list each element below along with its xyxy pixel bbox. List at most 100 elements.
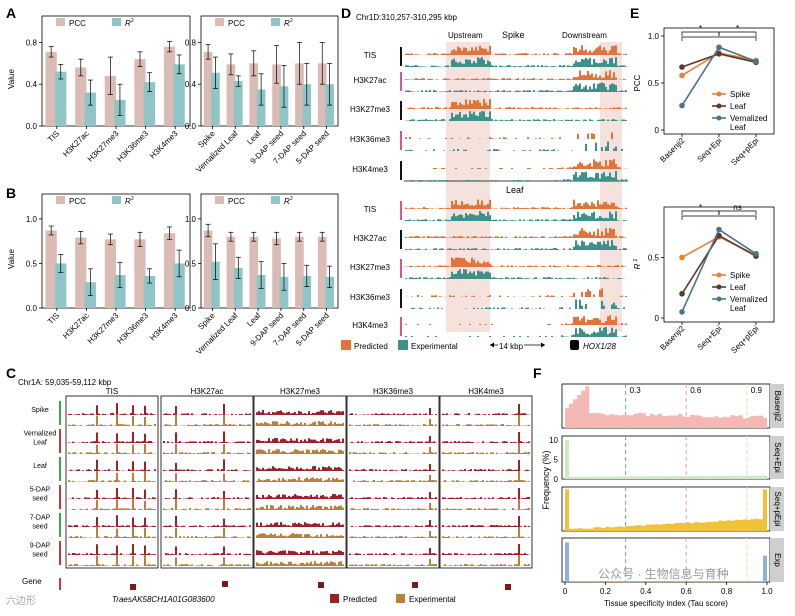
legend-swatch-pcc	[56, 196, 65, 204]
data-point	[679, 254, 685, 261]
bar-pcc	[163, 46, 176, 126]
predicted-signal	[68, 431, 156, 443]
sig-label: *	[736, 24, 739, 33]
bar-pcc	[272, 238, 281, 308]
panel-label-a: A	[6, 5, 16, 21]
predicted-signal	[349, 464, 437, 471]
plot-frame	[200, 15, 339, 127]
strip-bg	[770, 538, 784, 582]
legend-swatch-r2	[112, 196, 121, 204]
panel-d-coord: Chr1D:310,257-310,295 kbp	[356, 13, 458, 22]
legend-label: Leaf	[730, 123, 746, 132]
strip-label: Basenji2	[773, 391, 782, 422]
experimental-signal	[442, 499, 530, 510]
track-header: TIS	[106, 387, 118, 396]
x-tick-label: Vernalized Leaf	[194, 129, 240, 175]
sig-bracket	[718, 210, 757, 215]
gene-model	[412, 582, 418, 588]
x-tick-label: Seq+pEpi	[729, 324, 760, 355]
bar-pcc	[163, 233, 176, 308]
leaf-title: Leaf	[506, 185, 524, 195]
predicted-signal	[68, 403, 156, 415]
legend-label: Spike	[730, 271, 751, 280]
x-tick-label: Vernalized Leaf	[194, 311, 240, 357]
experimental-signal	[163, 443, 251, 454]
data-point	[679, 290, 685, 297]
threshold-label: 0.3	[630, 386, 642, 395]
bar-r2	[143, 275, 156, 308]
bar-r2	[211, 261, 220, 308]
track-frame	[65, 395, 159, 569]
y-axis-label: Value	[7, 69, 16, 89]
predicted-signal	[405, 45, 627, 55]
predicted-signal	[349, 436, 437, 443]
panel-d: Chr1D:310,257-310,295 kbp Upstream Spike…	[341, 13, 628, 353]
y-tick-label: 0.5	[648, 79, 660, 88]
histogram-bars	[565, 489, 767, 531]
y-tick-label: 5	[554, 456, 559, 465]
bar-r2	[114, 275, 126, 308]
legend-pcc: PCC	[69, 19, 86, 28]
track-header: H3K27ac	[191, 387, 224, 396]
data-point	[716, 226, 722, 233]
experimental-signal	[163, 527, 251, 538]
bar-pcc	[226, 236, 236, 308]
legend-swatch-pcc	[56, 18, 65, 26]
track-label: H3K4me3	[352, 321, 388, 330]
panel-label-b: B	[6, 185, 16, 201]
x-tick-label: Leaf	[245, 129, 263, 147]
threshold-label: 0.6	[690, 386, 702, 395]
legend-pcc: PCC	[228, 19, 245, 28]
x-tick-label: 0.4	[640, 587, 652, 596]
row-label: Leaf	[33, 463, 47, 470]
x-tick-label: 0.2	[600, 587, 612, 596]
y-tick-label: 0.0	[26, 122, 38, 131]
gene-model	[130, 584, 136, 590]
predicted-signal	[256, 522, 344, 527]
experimental-signal	[405, 240, 627, 250]
bar-r2	[143, 82, 156, 126]
row-label: 5-DAP	[30, 487, 51, 494]
bar-pcc	[295, 63, 304, 126]
line-chart-e-bottom: 0 0.5 R2 Basenji2 Seq+Epi Seq+pEpi * ns Spike Lea…	[633, 203, 775, 355]
experimental-signal	[256, 421, 344, 426]
experimental-signal	[256, 505, 344, 510]
legend-point	[716, 103, 722, 109]
legend-point	[716, 272, 722, 278]
x-tick-label: Spike	[196, 311, 217, 332]
x-tick-label: H3K4me3	[148, 129, 180, 161]
downstream-label: Downstream	[562, 31, 607, 40]
y-tick-label: 0.8	[26, 38, 38, 47]
experimental-signal	[68, 498, 156, 510]
bar-r2	[84, 92, 96, 126]
legend-swatch-r2	[112, 18, 121, 26]
strip-label: Exp	[773, 553, 782, 567]
bar-pcc	[272, 64, 281, 126]
y-tick-label: 0	[655, 314, 660, 323]
experimental-signal	[442, 527, 530, 538]
y-tick-label: 0	[655, 126, 660, 135]
experimental-signal	[349, 475, 437, 482]
bar-pcc	[317, 63, 327, 126]
gene-name-d: HOX1/28	[583, 342, 616, 351]
histogram-bars	[565, 386, 767, 428]
experimental-signal	[349, 419, 437, 426]
legend-r2: R	[284, 197, 290, 206]
predicted-signal	[405, 315, 627, 325]
upstream-highlight	[446, 42, 490, 332]
histogram-bars	[565, 440, 767, 479]
row-label: Vernalized	[24, 431, 57, 438]
experimental-signal	[442, 443, 530, 454]
legend-label: Leaf	[730, 283, 746, 292]
data-point	[753, 58, 759, 65]
legend-swatch-pcc	[215, 196, 224, 204]
y-axis-label: R	[633, 263, 642, 269]
sig-label: *	[699, 24, 702, 33]
x-tick-label: Seq+pEpi	[729, 136, 760, 167]
predicted-signal	[163, 431, 251, 443]
legend-swatch-r2	[271, 18, 280, 26]
track-label: H3K27ac	[354, 76, 387, 85]
experimental-signal	[256, 561, 344, 566]
